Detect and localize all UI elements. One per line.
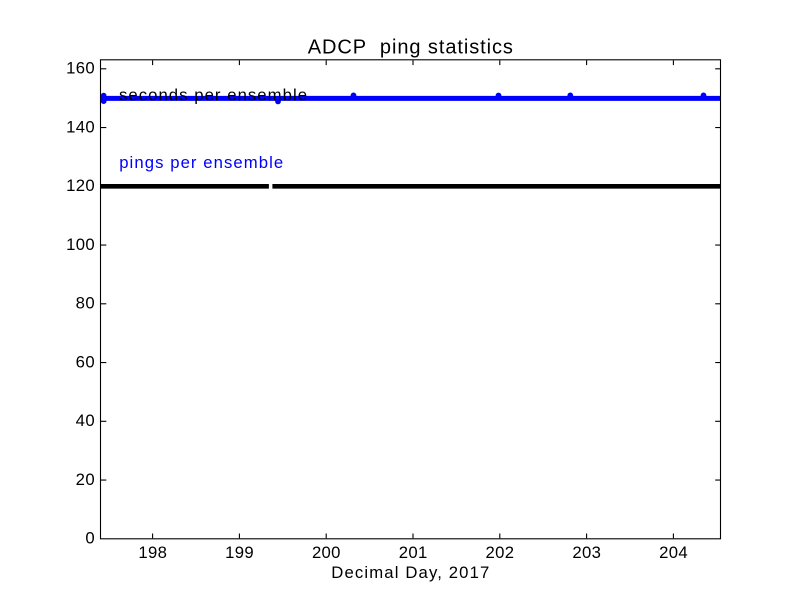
svg-text:pings per ensemble: pings per ensemble — [119, 153, 283, 172]
svg-text:160: 160 — [66, 59, 95, 78]
svg-text:80: 80 — [76, 294, 95, 313]
svg-text:140: 140 — [66, 117, 95, 136]
svg-text:201: 201 — [399, 543, 428, 562]
svg-text:204: 204 — [659, 543, 688, 562]
svg-text:40: 40 — [76, 411, 95, 430]
svg-text:0: 0 — [85, 529, 94, 548]
svg-text:200: 200 — [312, 543, 341, 562]
svg-text:202: 202 — [486, 543, 515, 562]
svg-text:199: 199 — [225, 543, 254, 562]
svg-text:60: 60 — [76, 352, 95, 371]
svg-text:Decimal Day, 2017: Decimal Day, 2017 — [331, 563, 489, 582]
svg-text:198: 198 — [138, 543, 167, 562]
svg-text:203: 203 — [572, 543, 601, 562]
svg-text:20: 20 — [76, 470, 95, 489]
svg-text:100: 100 — [66, 235, 95, 254]
svg-text:120: 120 — [66, 176, 95, 195]
svg-text:seconds per ensemble: seconds per ensemble — [119, 85, 307, 104]
svg-text:ADCP ping statistics: ADCP ping statistics — [308, 37, 513, 59]
